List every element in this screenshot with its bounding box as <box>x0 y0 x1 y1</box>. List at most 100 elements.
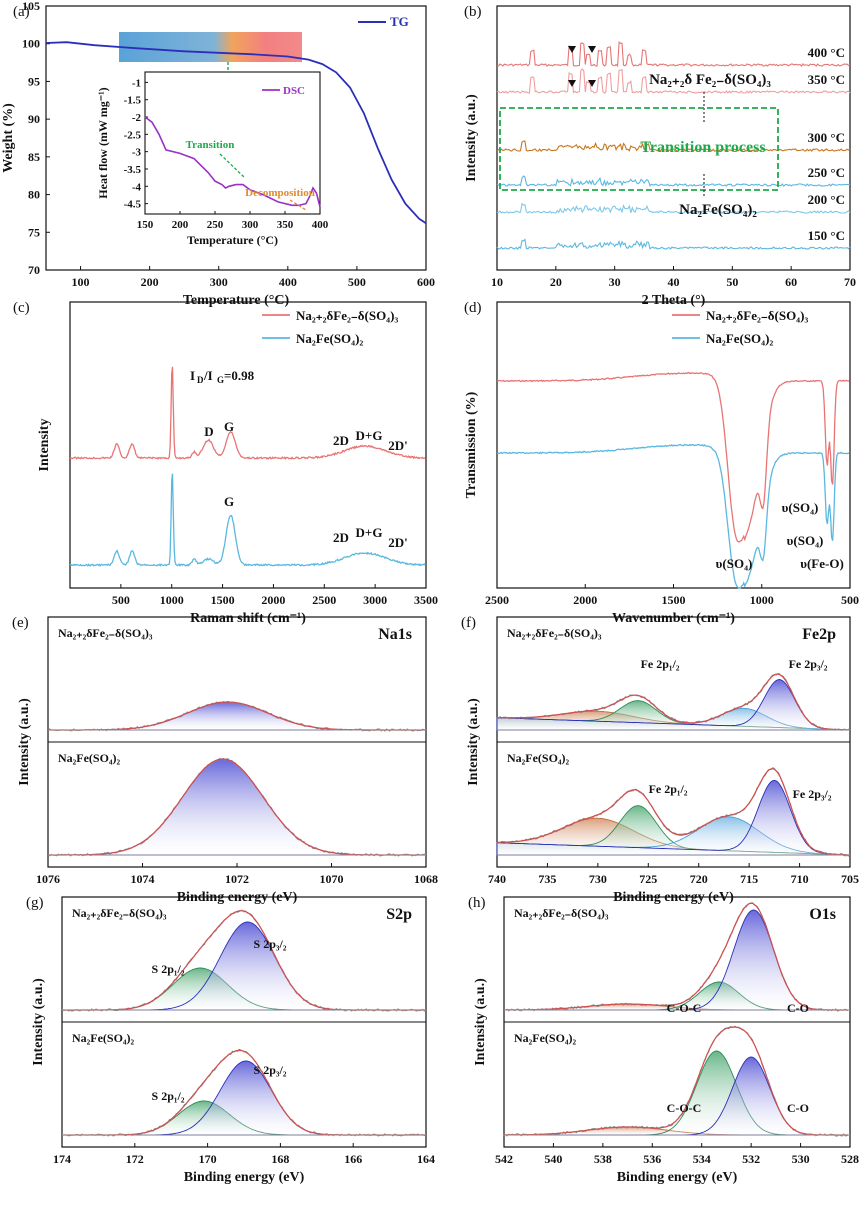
annotation-decomposition: Decomposition <box>245 187 315 199</box>
inset-y-tick-label: -1.5 <box>124 95 142 107</box>
peak-label: S 2p₁/₂ <box>152 1089 185 1103</box>
peak-label-2d: 2D <box>333 530 349 545</box>
x-tick-label: 500 <box>348 275 366 289</box>
inset-y-tick-label: -3.5 <box>124 164 142 176</box>
x-axis-label: Binding energy (eV) <box>617 1170 738 1185</box>
y-tick-label: 105 <box>22 0 40 13</box>
axes-h: 542 540 538 536 534 532 530 528 Binding energy (… <box>473 896 859 1185</box>
x-tick-label: 1500 <box>662 593 686 607</box>
x-tick-label: 540 <box>544 1152 562 1166</box>
sample-label: Na₂Fe(SO₄)₂ <box>514 1031 577 1045</box>
sample-label: Na₂₊₂δFe₂₋δ(SO₄)₃ <box>514 906 609 920</box>
x-tick-label: 400 <box>279 275 297 289</box>
x-tick-label: 2000 <box>573 593 597 607</box>
x-tick-label: 725 <box>639 872 657 886</box>
x-tick-label: 3500 <box>414 593 438 607</box>
decomposition-marker-arrow <box>289 199 307 211</box>
x-axis-label: Temperature (°C) <box>183 293 290 308</box>
peak-label-2d-prime: 2D' <box>388 438 408 453</box>
inset-x-tick-label: 300 <box>242 219 259 231</box>
triangle-marker-icon <box>568 80 576 87</box>
sample-label: Na₂₊₂δFe₂₋δ(SO₄)₃ <box>58 626 153 640</box>
fitted-component <box>496 779 851 856</box>
panel-label: (c) <box>13 300 30 316</box>
peak-label-g: G <box>224 419 234 434</box>
temperature-gradient-bar <box>119 32 302 62</box>
x-tick-label: 1068 <box>414 872 438 886</box>
y-axis-label: Transmission (%) <box>464 391 479 498</box>
fitted-component <box>48 758 426 856</box>
fitted-component <box>504 909 849 1011</box>
y-tick-label: 85 <box>28 150 40 164</box>
inset-x-axis-label: Temperature (°C) <box>187 233 278 247</box>
x-tick-label: 200 <box>141 275 159 289</box>
y-tick-label: 80 <box>28 188 40 202</box>
transition-process-label: Transition process <box>640 139 765 156</box>
peak-label: C-O-C <box>667 1101 702 1115</box>
fit-envelope <box>503 902 849 1011</box>
xrd-pattern <box>497 40 851 68</box>
inset-x-tick-label: 350 <box>277 219 294 231</box>
raman-line-na2-2d <box>69 366 426 460</box>
axes-c: 500 1000 1500 2000 2500 3000 3500 Raman shift (… <box>37 301 438 626</box>
x-tick-label: 300 <box>210 275 228 289</box>
phase-label-top: Na₂₊₂δ Fe₂₋δ(SO₄)₃ <box>649 72 771 88</box>
fitted-component <box>62 921 426 1011</box>
ratio-label-slash: /I <box>203 368 213 383</box>
peak-label: Fe 2p₃/₂ <box>789 657 828 671</box>
x-tick-label: 534 <box>693 1152 711 1166</box>
x-tick-label: 60 <box>785 275 797 289</box>
x-tick-label: 1000 <box>160 593 184 607</box>
sample-label: Na₂₊₂δFe₂₋δ(SO₄)₃ <box>72 906 167 920</box>
x-tick-label: 10 <box>491 275 503 289</box>
x-tick-label: 40 <box>668 275 680 289</box>
plot-frame <box>496 5 851 271</box>
peak-label: Fe 2p₁/₂ <box>641 657 680 671</box>
x-tick-label: 730 <box>589 872 607 886</box>
peak-label-g: G <box>224 494 234 509</box>
x-tick-label: 528 <box>841 1152 859 1166</box>
x-tick-label: 50 <box>726 275 738 289</box>
ftir-line-na2fe <box>496 443 851 589</box>
x-axis-label: Raman shift (cm⁻¹) <box>190 611 306 626</box>
ratio-label-i: I <box>190 368 195 383</box>
y-axis-label: Intensity (a.u.) <box>464 94 479 182</box>
inset-y-tick-label: -2 <box>132 112 142 124</box>
legend-label: Na₂Fe(SO₄)₂ <box>706 331 773 346</box>
series-line-dsc <box>144 116 321 208</box>
transition-box <box>499 107 779 191</box>
ratio-label-sub-d: D <box>197 375 204 385</box>
fitted-component <box>504 1050 849 1136</box>
y-axis-label: Intensity (a.u.) <box>31 978 46 1066</box>
series-temperature-label: 200 °C <box>808 192 845 207</box>
x-tick-label: 2500 <box>312 593 336 607</box>
y-axis-label: Intensity (a.u.) <box>473 978 488 1066</box>
x-tick-label: 3000 <box>363 593 387 607</box>
x-tick-label: 1500 <box>211 593 235 607</box>
x-tick-label: 715 <box>740 872 758 886</box>
xrd-pattern <box>496 175 851 187</box>
y-axis-label: Intensity (a.u.) <box>466 698 481 786</box>
y-tick-label: 70 <box>28 263 40 277</box>
xrd-pattern <box>496 67 851 95</box>
series-temperature-label: 400 °C <box>808 45 845 60</box>
inset-y-tick-label: -4 <box>132 181 142 193</box>
plot-frame <box>45 5 427 271</box>
x-tick-label: 1070 <box>320 872 344 886</box>
x-tick-label: 100 <box>72 275 90 289</box>
peak-label: C-O <box>787 1101 809 1115</box>
raman-line-na2fe <box>69 473 427 567</box>
x-tick-label: 170 <box>199 1152 217 1166</box>
x-tick-label: 2500 <box>485 593 509 607</box>
fit-envelope <box>497 673 851 731</box>
legend-label: Na₂Fe(SO₄)₂ <box>296 331 363 346</box>
axes-a: 100 200 300 400 500 600 Temperature (°C) Weight… <box>1 0 435 308</box>
y-tick-label: 100 <box>22 37 40 51</box>
x-tick-label: 174 <box>53 1152 71 1166</box>
legend-label: TG <box>390 14 409 29</box>
x-tick-label: 740 <box>488 872 506 886</box>
inset-y-tick-label: -2.5 <box>124 129 142 141</box>
axes-d: 2500 2000 1500 1000 500 Wavenumber (cm⁻¹) Tran… <box>464 301 859 626</box>
x-tick-label: 710 <box>791 872 809 886</box>
